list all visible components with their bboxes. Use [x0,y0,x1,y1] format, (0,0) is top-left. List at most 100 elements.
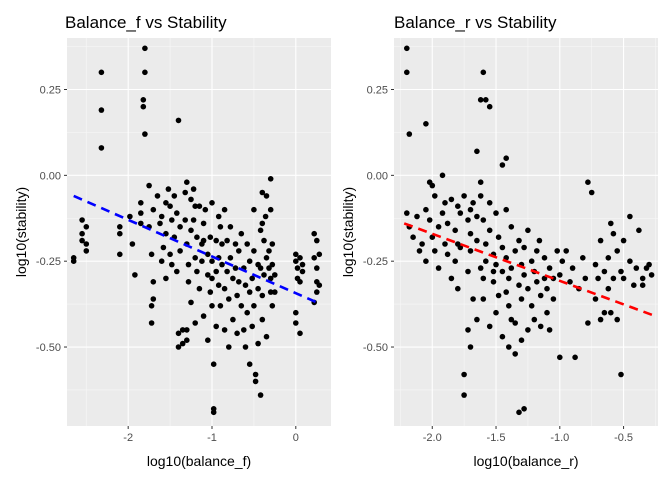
data-point [557,354,563,361]
data-point [210,409,217,416]
data-point [251,206,257,213]
data-point [457,210,464,216]
data-point [435,224,442,230]
data-point [503,155,510,161]
data-point [207,289,214,295]
data-point [536,237,543,244]
data-point [293,251,299,258]
data-point [175,344,182,350]
data-point [190,186,197,192]
data-point [461,193,467,199]
data-point [448,196,455,203]
data-point [601,268,608,275]
data-point [646,261,652,268]
data-point [194,234,200,240]
data-point [439,172,446,179]
panel-1: -2 -1 0 -0.50 -0.25 0.00 0.25 Balance_f vs Stab… [13,13,331,469]
data-point [148,303,155,309]
data-point [238,230,245,237]
y-axis-label: log10(stability) [340,187,356,277]
data-point [610,230,617,237]
data-point [148,251,155,258]
data-point [249,275,255,282]
data-point [316,282,323,289]
data-point [465,327,471,333]
data-point [620,275,627,282]
data-point [242,282,249,289]
data-point [432,248,438,254]
data-point [299,268,306,275]
data-point [423,258,429,265]
data-point [410,234,416,240]
data-point [163,200,169,206]
data-point [171,193,178,199]
data-point [227,254,234,261]
data-point [210,361,217,368]
data-point [160,244,167,251]
data-point [614,316,620,323]
data-point [255,340,261,347]
data-point [572,354,578,361]
data-point [474,148,480,155]
data-point [192,254,198,261]
data-point [138,200,144,206]
data-point [423,206,429,213]
data-point [179,327,186,333]
data-point [499,268,506,275]
data-point [404,69,410,76]
data-point [499,333,506,340]
data-point [215,282,222,289]
data-point [177,248,183,254]
data-point [98,145,105,151]
data-point [209,200,215,206]
data-point [83,224,90,230]
y-axis-label: log10(stability) [13,187,29,277]
data-point [605,285,612,292]
data-point [470,296,476,302]
data-point [188,299,194,306]
data-point [608,309,614,316]
data-point [639,275,646,282]
data-point [426,217,433,223]
data-point [230,316,236,323]
data-point [169,261,175,268]
data-point [474,213,480,220]
data-point [142,45,148,52]
data-point [238,303,245,309]
data-point [297,330,303,337]
data-point [219,261,225,268]
data-point [474,237,480,244]
data-point [179,340,186,347]
data-point [234,330,240,337]
data-point [192,203,198,209]
data-point [499,162,506,168]
data-point [414,213,420,220]
data-point [138,220,144,227]
data-point [483,258,489,265]
data-point [503,289,510,295]
data-point [158,258,165,265]
data-point [648,272,655,278]
data-point [452,258,459,265]
data-point [435,265,442,271]
data-point [165,186,172,192]
data-point [495,234,502,240]
data-point [429,182,436,189]
data-point [442,241,448,247]
data-point [493,261,499,268]
data-point [508,316,515,323]
data-point [592,261,599,268]
data-point [580,254,586,261]
data-point [255,285,261,292]
data-point [537,292,544,299]
data-point [83,241,90,247]
data-point [585,320,591,326]
x-tick-label: -1 [207,432,217,444]
x-axis-label: log10(balance_f) [147,453,251,469]
data-point [117,230,123,237]
data-point [483,97,489,103]
data-point [230,275,236,282]
y-tick-label: 0.25 [367,85,388,97]
data-point [493,309,499,316]
x-tick-label: -0.5 [614,432,633,444]
